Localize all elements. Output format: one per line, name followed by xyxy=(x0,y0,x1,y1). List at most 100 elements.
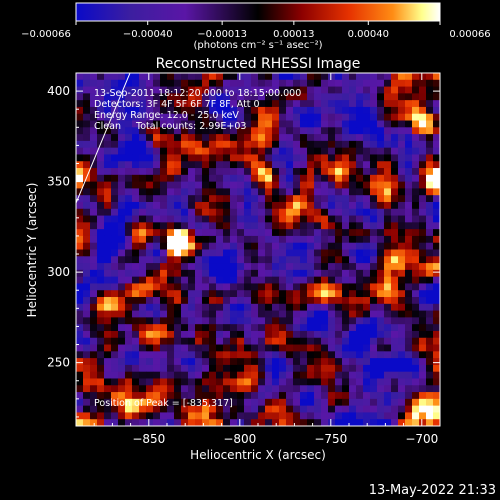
heatmap-cell xyxy=(237,235,245,244)
heatmap-cell xyxy=(377,235,385,244)
heatmap-cell xyxy=(377,79,385,87)
heatmap-cell xyxy=(97,392,105,400)
heatmap-cell xyxy=(433,100,440,108)
heatmap-cell xyxy=(370,405,378,413)
heatmap-cell xyxy=(433,188,440,196)
heatmap-cell xyxy=(300,73,308,81)
heatmap-cell xyxy=(398,168,406,176)
heatmap-cell xyxy=(314,201,322,210)
heatmap-cell xyxy=(202,344,210,352)
heatmap-cell xyxy=(426,174,434,183)
heatmap-cell xyxy=(363,100,371,108)
heatmap-cell xyxy=(209,371,217,379)
heatmap-cell xyxy=(265,113,273,121)
heatmap-cell xyxy=(279,378,287,386)
heatmap-cell xyxy=(377,256,385,264)
heatmap-cell xyxy=(132,385,140,393)
heatmap-cell xyxy=(139,358,147,366)
heatmap-cell xyxy=(174,249,182,257)
heatmap-cell xyxy=(223,181,231,189)
heatmap-cell xyxy=(307,73,315,81)
heatmap-cell xyxy=(398,364,406,373)
heatmap-cell xyxy=(111,249,119,257)
heatmap-cell xyxy=(223,419,231,426)
heatmap-cell xyxy=(76,249,84,257)
heatmap-cell xyxy=(237,161,245,169)
heatmap-cell xyxy=(258,398,266,407)
heatmap-cell xyxy=(412,73,420,81)
heatmap-cell xyxy=(195,310,203,318)
heatmap-cell xyxy=(153,73,161,81)
heatmap-cell xyxy=(146,208,154,216)
heatmap-cell xyxy=(279,344,287,352)
heatmap-cell xyxy=(335,405,343,413)
heatmap-cell xyxy=(356,371,364,379)
heatmap-cell xyxy=(363,161,371,169)
heatmap-cell xyxy=(223,235,231,244)
heatmap-cell xyxy=(125,249,133,257)
heatmap-cell xyxy=(90,134,98,142)
heatmap-cell xyxy=(258,317,266,325)
heatmap-cell xyxy=(265,229,273,237)
heatmap-cell xyxy=(146,290,154,298)
heatmap-cell xyxy=(279,330,287,339)
heatmap-cell xyxy=(216,147,224,155)
heatmap-cell xyxy=(146,249,154,257)
heatmap-cell xyxy=(349,93,357,101)
heatmap-cell xyxy=(230,100,238,108)
heatmap-cell xyxy=(160,168,168,176)
heatmap-cell xyxy=(90,154,98,162)
heatmap-cell xyxy=(118,147,126,155)
heatmap-cell xyxy=(132,222,140,230)
heatmap-cell xyxy=(356,405,364,413)
heatmap-cell xyxy=(174,215,182,223)
heatmap-cell xyxy=(202,378,210,386)
heatmap-cell xyxy=(209,120,217,128)
heatmap-cell xyxy=(244,222,252,230)
heatmap-cell xyxy=(426,358,434,366)
heatmap-cell xyxy=(349,154,357,162)
heatmap-cell xyxy=(251,134,259,142)
heatmap-cell xyxy=(265,127,273,135)
heatmap-cell xyxy=(391,120,399,128)
heatmap-cell xyxy=(258,201,266,210)
heatmap-cell xyxy=(279,147,287,155)
heatmap-cell xyxy=(272,330,280,339)
x-tick-label: −850 xyxy=(132,432,165,446)
heatmap-cell xyxy=(181,174,189,183)
heatmap-cell xyxy=(419,398,427,407)
heatmap-cell xyxy=(195,303,203,311)
heatmap-cell xyxy=(405,392,413,400)
heatmap-cell xyxy=(433,140,440,149)
heatmap-cell xyxy=(188,195,196,203)
heatmap-cell xyxy=(202,215,210,223)
heatmap-cell xyxy=(174,276,182,284)
heatmap-cell xyxy=(237,297,245,305)
heatmap-cell xyxy=(139,378,147,386)
heatmap-cell xyxy=(293,154,301,162)
heatmap-cell xyxy=(146,392,154,400)
heatmap-cell xyxy=(258,330,266,339)
heatmap-cell xyxy=(167,127,175,135)
heatmap-cell xyxy=(342,371,350,379)
heatmap-cell xyxy=(174,297,182,305)
heatmap-cell xyxy=(83,154,91,162)
heatmap-cell xyxy=(279,242,287,250)
heatmap-cell xyxy=(76,181,84,189)
heatmap-cell xyxy=(237,378,245,386)
heatmap-cell xyxy=(181,215,189,223)
heatmap-cell xyxy=(76,93,84,101)
heatmap-cell xyxy=(370,140,378,149)
heatmap-cell xyxy=(272,79,280,87)
heatmap-cell xyxy=(125,385,133,393)
heatmap-cell xyxy=(118,249,126,257)
heatmap-cell xyxy=(188,93,196,101)
heatmap-cell xyxy=(300,392,308,400)
heatmap-cell xyxy=(188,392,196,400)
heatmap-cell xyxy=(139,398,147,407)
heatmap-cell xyxy=(370,392,378,400)
heatmap-cell xyxy=(265,222,273,230)
heatmap-cell xyxy=(132,100,140,108)
heatmap-cell xyxy=(426,201,434,210)
heatmap-cell xyxy=(384,140,392,149)
